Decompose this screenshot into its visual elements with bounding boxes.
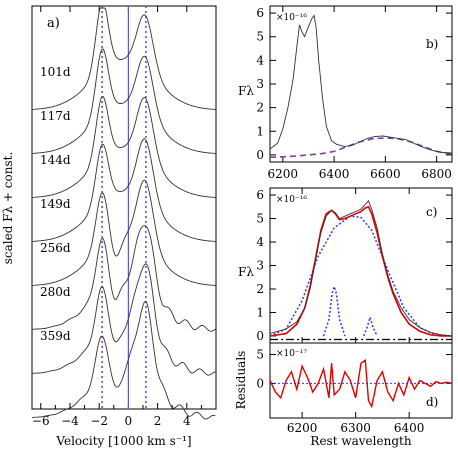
panel-c-y-tick-label: 4 <box>256 235 264 249</box>
panel-d-scale-label: ×10⁻¹⁷ <box>276 349 307 359</box>
panel-a-profile-curves <box>31 7 216 420</box>
panel-c-scale-label: ×10⁻¹⁶ <box>276 195 307 205</box>
panel-b-y-tick-label: 2 <box>256 101 264 115</box>
panel-a-frame <box>31 5 217 410</box>
panel-c-ticks: 0 1 2 3 4 5 6 <box>256 188 452 343</box>
panel-d-x-tick-label: 6300 <box>340 421 371 435</box>
panel-a-reference-lines <box>101 6 147 409</box>
panel-a-epoch-label: 101d <box>40 65 71 79</box>
panel-b-y-tick-label: 5 <box>256 30 264 44</box>
panel-b-x-tick-label: 6200 <box>268 167 299 181</box>
panel-c-y-tick-label: 1 <box>256 305 264 319</box>
panel-a-epoch-label: 144d <box>40 153 71 167</box>
panel-a-epoch-label: 149d <box>40 197 71 211</box>
panel-a-profile-curve <box>31 263 216 376</box>
panel-a-profile-curve <box>31 7 216 110</box>
panel-a-x-tick-label: 4 <box>183 414 191 428</box>
panel-b-x-tick-label: 6800 <box>421 167 452 181</box>
panel-a-label: a) <box>47 16 60 31</box>
panel-b-spectrum: b) ×10⁻¹⁶ Fλ 6200 6400 6600 6800 0 1 2 3 4 5 6 <box>238 5 453 181</box>
panel-c-y-tick-label: 5 <box>256 212 264 226</box>
panel-a-x-tick-label: −4 <box>61 414 79 428</box>
panel-a-x-tick-label: −2 <box>90 414 108 428</box>
panel-a-profile-curve <box>31 225 216 332</box>
panel-d-x-tick-label: 6400 <box>394 421 425 435</box>
panel-b-x-tick-label: 6400 <box>319 167 350 181</box>
panel-a-profile-curve <box>31 138 216 242</box>
panel-b-y-tick-label: 3 <box>256 77 264 91</box>
panel-d-x-tick-label: 6200 <box>287 421 318 435</box>
panel-c-component-curve <box>269 215 453 337</box>
panel-c-label: c) <box>426 205 437 219</box>
panel-b-y-tick-label: 0 <box>256 148 264 162</box>
panel-b-y-axis-label: Fλ <box>238 84 254 98</box>
panel-a-epoch-label: 117d <box>40 109 71 123</box>
panel-c-line-fit: c) ×10⁻¹⁶ Fλ 0 1 2 3 4 5 6 <box>238 187 453 344</box>
panel-c-observed-curve <box>269 200 453 337</box>
panel-b-y-tick-label: 6 <box>256 6 264 20</box>
panel-d-curves <box>269 359 453 409</box>
panel-a-epoch-label: 280d <box>40 285 71 299</box>
panel-a-y-axis-label: scaled Fλ + const. <box>1 152 15 265</box>
panel-a-epoch-label: 359d <box>40 329 71 343</box>
panel-a-profile-curve <box>31 96 216 198</box>
panel-d-label: d) <box>426 395 438 409</box>
panel-b-ticks: 6200 6400 6600 6800 0 1 2 3 4 5 6 <box>256 6 452 181</box>
panel-b-frame <box>269 5 453 163</box>
panel-c-component-curve <box>322 284 346 337</box>
panel-c-y-tick-label: 6 <box>256 188 264 202</box>
panel-d-residuals: d) ×10⁻¹⁷ Residuals 6200 6300 6400 0 5 Rest … <box>234 342 453 448</box>
panel-c-y-tick-label: 0 <box>256 329 264 343</box>
panel-b-scale-label: ×10⁻¹⁶ <box>276 13 307 23</box>
panel-d-residual-curve <box>269 359 453 409</box>
panel-c-y-tick-label: 3 <box>256 259 264 273</box>
panel-c-component-curve <box>363 314 378 337</box>
panel-c-curves <box>269 200 453 341</box>
panel-c-y-tick-label: 2 <box>256 282 264 296</box>
panel-b-label: b) <box>426 37 438 51</box>
panel-a-velocity-profiles: a) −6 −4 −2 0 2 4 101d117d144d149d256d280d359… <box>1 5 217 448</box>
panel-b-spectrum-curve <box>269 14 453 154</box>
panel-d-y-axis-label: Residuals <box>234 351 248 410</box>
panel-a-x-tick-label: 0 <box>125 414 133 428</box>
panel-d-x-axis-label: Rest wavelength <box>310 434 411 448</box>
panel-b-x-tick-label: 6600 <box>370 167 401 181</box>
panel-a-x-axis-label: Velocity [1000 km s⁻¹] <box>55 434 191 448</box>
panel-d-y-tick-label: 0 <box>256 376 264 390</box>
panel-a-profile-curve <box>31 300 216 420</box>
panel-b-curves <box>269 14 453 159</box>
panel-c-y-axis-label: Fλ <box>238 265 254 279</box>
panel-b-y-tick-label: 4 <box>256 53 264 67</box>
panel-d-y-tick-label: 5 <box>256 348 264 362</box>
panel-c-fit-curve <box>269 205 452 337</box>
panel-d-ticks: 6200 6300 6400 0 5 <box>256 348 452 435</box>
panel-a-epoch-labels: 101d 117d 144d 149d 256d 280d 359d <box>40 65 71 343</box>
panel-a-x-tick-label: 2 <box>154 414 162 428</box>
panel-a-profile-curve <box>31 48 216 154</box>
panel-a-epoch-label: 256d <box>40 241 71 255</box>
panel-a-profile-curve <box>31 179 216 286</box>
panel-b-y-tick-label: 1 <box>256 124 264 138</box>
